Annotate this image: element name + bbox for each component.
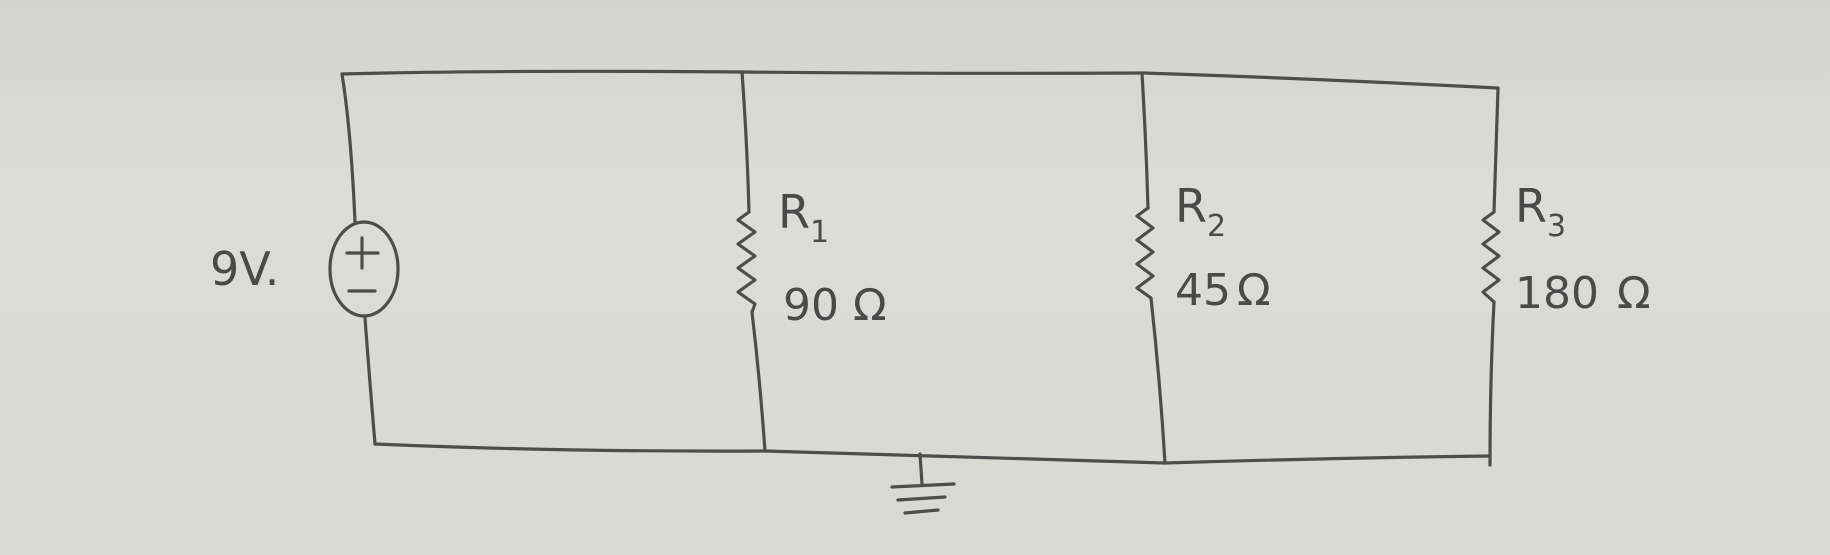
r1-wire-top xyxy=(740,70,751,214)
r3-resistor-symbol xyxy=(1481,210,1501,304)
top-wire xyxy=(340,69,1500,90)
r3-label: R3 xyxy=(1515,179,1566,244)
source-wire-top xyxy=(340,72,357,224)
r3-wire-top xyxy=(1492,86,1500,214)
r1-value: 90 Ω xyxy=(783,280,887,331)
r3-value: 180 Ω xyxy=(1515,268,1651,319)
voltage-source-circle xyxy=(328,220,400,318)
r2-label: R2 xyxy=(1175,179,1226,244)
r2-wire-top xyxy=(1140,71,1150,210)
r2-wire-bottom xyxy=(1149,296,1167,465)
r1-wire-bottom xyxy=(750,310,767,453)
source-wire-bottom xyxy=(363,316,377,446)
r1-label: R1 xyxy=(778,185,829,250)
r2-resistor-symbol xyxy=(1135,206,1155,300)
bottom-wire xyxy=(373,442,1492,465)
r1-resistor-symbol xyxy=(736,210,757,314)
voltage-source xyxy=(328,220,400,318)
r2-value: 45 Ω xyxy=(1175,265,1271,316)
ground-icon xyxy=(890,452,956,515)
source-voltage-label: 9V. xyxy=(210,242,279,296)
r3-wire-bottom xyxy=(1488,300,1496,467)
